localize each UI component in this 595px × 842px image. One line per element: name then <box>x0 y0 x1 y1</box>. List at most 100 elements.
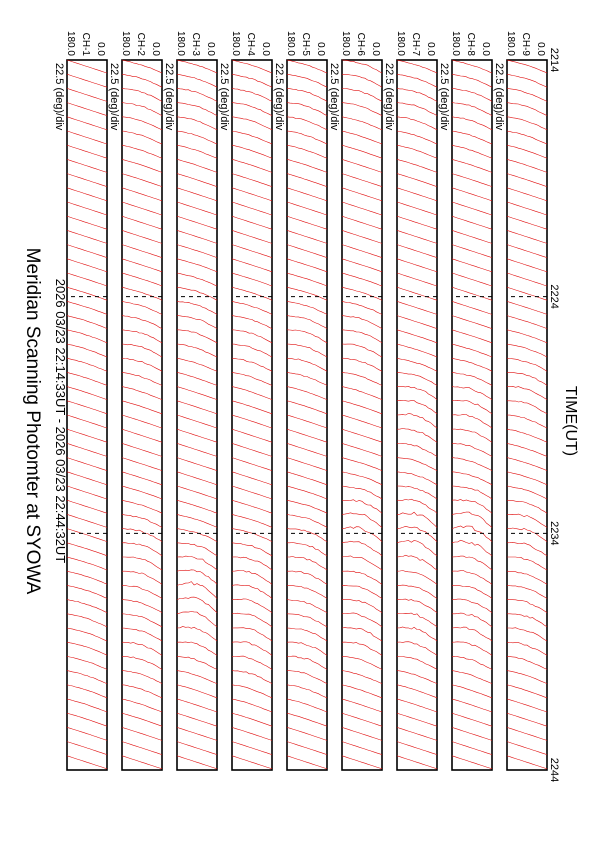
trace-line <box>507 556 548 571</box>
trace-line <box>231 159 273 173</box>
trace-line <box>176 656 218 670</box>
trace-line <box>506 244 548 258</box>
trace-line <box>506 315 548 329</box>
trace-line <box>121 272 163 287</box>
trace-line <box>176 187 218 202</box>
trace-line <box>176 528 218 542</box>
trace-line <box>451 656 493 670</box>
trace-line <box>451 741 493 755</box>
trace-line <box>451 130 493 145</box>
trace-line <box>396 187 438 202</box>
trace-line <box>176 88 218 102</box>
trace-line <box>66 215 108 230</box>
trace-line <box>176 499 218 514</box>
trace-line <box>176 343 218 358</box>
trace-line <box>286 698 328 713</box>
trace-line <box>396 598 438 613</box>
trace-line <box>121 329 163 344</box>
trace-line <box>231 372 273 386</box>
trace-line <box>121 187 163 202</box>
trace-line <box>231 258 273 273</box>
trace-line <box>506 414 548 429</box>
trace-line <box>507 400 548 415</box>
trace-line <box>121 670 163 684</box>
y-tick-label-bottom: 0.0 <box>370 42 381 56</box>
trace-line <box>231 400 273 415</box>
trace-line <box>176 258 218 273</box>
trace-line <box>286 755 328 770</box>
trace-line <box>286 215 328 230</box>
trace-line <box>121 230 163 244</box>
trace-line <box>451 684 493 699</box>
trace-line <box>66 400 108 415</box>
panel-traces <box>506 59 548 770</box>
trace-line <box>176 215 218 230</box>
trace-line <box>231 329 273 344</box>
trace-line <box>231 670 273 684</box>
trace-line <box>396 413 438 429</box>
trace-line <box>341 428 383 443</box>
trace-line <box>231 244 273 258</box>
channel-label: CH-6 <box>355 33 366 57</box>
trace-line <box>121 599 163 613</box>
trace-line <box>66 712 108 727</box>
trace-line <box>286 258 328 273</box>
trace-line <box>66 443 108 457</box>
trace-line <box>341 400 383 415</box>
trace-line <box>176 272 218 287</box>
trace-line <box>121 443 163 457</box>
channel-label: CH-2 <box>135 33 146 57</box>
trace-line <box>286 73 328 88</box>
trace-line <box>66 698 108 713</box>
panel-traces <box>66 59 108 770</box>
trace-line <box>176 386 218 400</box>
trace-line <box>66 656 108 670</box>
trace-line <box>451 399 493 415</box>
trace-line <box>341 641 383 656</box>
trace-line <box>507 599 548 613</box>
trace-line <box>231 230 273 244</box>
panel-traces <box>341 59 383 770</box>
trace-line <box>451 670 493 684</box>
trace-line <box>66 73 108 88</box>
channel-panel: CH-1 180.0 0.0 22.5 (deg)/div <box>53 31 108 771</box>
channel-panel: CH-2 180.0 0.0 22.5 (deg)/div <box>108 31 163 771</box>
trace-line <box>341 301 383 315</box>
trace-line <box>286 88 328 102</box>
trace-line <box>231 130 273 145</box>
panel-traces <box>231 59 273 770</box>
trace-line <box>121 428 163 443</box>
trace-line <box>342 599 383 613</box>
trace-line <box>451 525 493 542</box>
trace-line <box>121 258 163 273</box>
trace-line <box>121 414 163 429</box>
trace-line <box>231 428 273 443</box>
trace-line <box>176 514 218 528</box>
trace-line <box>341 670 383 684</box>
trace-line <box>66 741 108 755</box>
trace-line <box>286 357 328 372</box>
trace-line <box>121 727 163 741</box>
trace-line <box>66 258 108 273</box>
trace-line <box>341 499 383 514</box>
trace-line <box>506 130 548 145</box>
y-tick-label-bottom: 0.0 <box>260 42 271 56</box>
trace-line <box>451 144 493 159</box>
trace-line <box>66 88 108 102</box>
trace-line <box>121 457 163 471</box>
trace-line <box>341 144 383 159</box>
trace-line <box>396 727 438 741</box>
trace-line <box>451 230 493 244</box>
trace-line <box>341 272 383 287</box>
trace-line <box>451 499 493 514</box>
trace-line <box>66 116 108 131</box>
trace-line <box>506 144 548 159</box>
trace-line <box>121 88 163 102</box>
channel-label: CH-1 <box>80 33 91 57</box>
trace-line <box>286 116 328 131</box>
trace-line <box>121 286 163 301</box>
trace-line <box>286 315 328 329</box>
trace-line <box>286 201 328 216</box>
trace-line <box>231 627 273 642</box>
scale-label: 22.5 (deg)/div <box>328 63 340 131</box>
